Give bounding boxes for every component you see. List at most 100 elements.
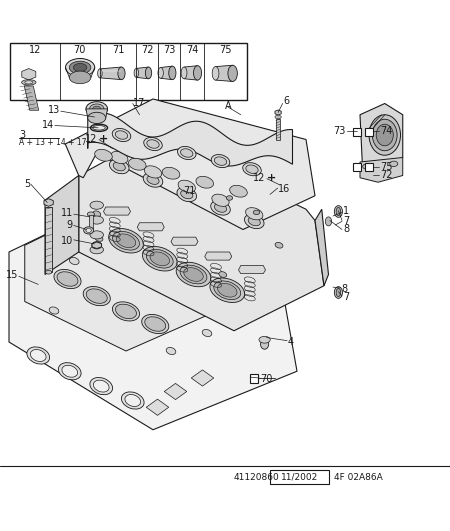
Ellipse shape [90, 104, 104, 114]
Polygon shape [44, 199, 53, 206]
Polygon shape [104, 207, 130, 215]
Polygon shape [191, 370, 214, 386]
Ellipse shape [112, 232, 140, 250]
Ellipse shape [144, 166, 162, 178]
Ellipse shape [334, 205, 342, 217]
Ellipse shape [93, 125, 105, 130]
Text: 70: 70 [260, 374, 272, 384]
Ellipse shape [143, 173, 163, 187]
Text: 7: 7 [343, 216, 349, 226]
Ellipse shape [376, 124, 393, 146]
Ellipse shape [169, 66, 176, 80]
Ellipse shape [69, 71, 91, 84]
Ellipse shape [122, 392, 144, 409]
Polygon shape [360, 104, 403, 171]
Ellipse shape [98, 69, 102, 78]
Ellipse shape [180, 190, 193, 199]
Polygon shape [184, 66, 198, 80]
Ellipse shape [118, 67, 125, 80]
Text: 3: 3 [19, 130, 25, 140]
Text: A + 13 + 14 + 17: A + 13 + 14 + 17 [19, 138, 86, 147]
Bar [353, 129, 361, 136]
Text: 70: 70 [73, 45, 86, 55]
Ellipse shape [210, 278, 245, 303]
Ellipse shape [217, 284, 237, 297]
Ellipse shape [145, 67, 152, 79]
Polygon shape [136, 67, 148, 79]
Ellipse shape [73, 63, 87, 72]
Ellipse shape [69, 258, 79, 264]
Ellipse shape [86, 228, 91, 233]
Ellipse shape [136, 155, 143, 159]
Ellipse shape [134, 68, 139, 78]
Ellipse shape [95, 236, 103, 242]
Ellipse shape [108, 228, 144, 253]
Ellipse shape [58, 363, 81, 380]
Ellipse shape [253, 210, 260, 215]
Ellipse shape [90, 378, 112, 395]
Polygon shape [315, 209, 328, 286]
Ellipse shape [90, 246, 104, 254]
Text: 12: 12 [253, 173, 266, 183]
Ellipse shape [180, 149, 193, 157]
Text: 8: 8 [343, 225, 349, 235]
Ellipse shape [31, 349, 46, 362]
Text: 9: 9 [67, 220, 73, 230]
Ellipse shape [214, 203, 227, 212]
Ellipse shape [116, 234, 136, 247]
Ellipse shape [113, 162, 126, 171]
Polygon shape [137, 222, 164, 231]
Polygon shape [22, 68, 36, 80]
Text: 75: 75 [380, 162, 393, 173]
Ellipse shape [259, 336, 270, 343]
Text: 72: 72 [380, 170, 393, 181]
Ellipse shape [45, 270, 52, 274]
Text: 1: 1 [343, 207, 349, 217]
Ellipse shape [246, 208, 263, 220]
Ellipse shape [162, 167, 180, 179]
Text: 13: 13 [48, 105, 60, 115]
Ellipse shape [244, 214, 264, 229]
Ellipse shape [103, 140, 109, 144]
Ellipse shape [112, 302, 140, 321]
Ellipse shape [84, 227, 94, 234]
Ellipse shape [166, 347, 176, 355]
Text: 12: 12 [86, 134, 98, 143]
Ellipse shape [275, 242, 283, 248]
Polygon shape [205, 252, 232, 260]
Text: +: + [99, 134, 108, 143]
Ellipse shape [178, 180, 195, 192]
Ellipse shape [66, 58, 94, 76]
Ellipse shape [88, 112, 106, 124]
Ellipse shape [214, 157, 227, 165]
Polygon shape [9, 193, 297, 430]
Ellipse shape [90, 201, 104, 209]
Ellipse shape [390, 161, 398, 167]
Polygon shape [216, 65, 233, 81]
Text: 8: 8 [341, 284, 347, 294]
Ellipse shape [62, 365, 77, 377]
Bar [10, 43, 247, 100]
Ellipse shape [212, 194, 229, 207]
Ellipse shape [144, 138, 162, 151]
Polygon shape [275, 110, 281, 115]
Ellipse shape [27, 347, 50, 364]
Polygon shape [171, 237, 198, 245]
Text: 6: 6 [284, 96, 290, 106]
Polygon shape [146, 399, 169, 415]
Polygon shape [276, 119, 280, 140]
Ellipse shape [248, 217, 261, 226]
Bar [353, 164, 361, 172]
Ellipse shape [261, 339, 269, 349]
Text: 74: 74 [380, 125, 392, 135]
Ellipse shape [54, 269, 81, 288]
Ellipse shape [57, 272, 78, 286]
Ellipse shape [92, 242, 102, 249]
Ellipse shape [246, 165, 258, 174]
Ellipse shape [90, 231, 104, 239]
Text: 73: 73 [333, 125, 346, 135]
Bar [250, 374, 258, 382]
Text: 41120860: 41120860 [234, 473, 280, 482]
Ellipse shape [125, 395, 140, 406]
Ellipse shape [181, 67, 187, 79]
